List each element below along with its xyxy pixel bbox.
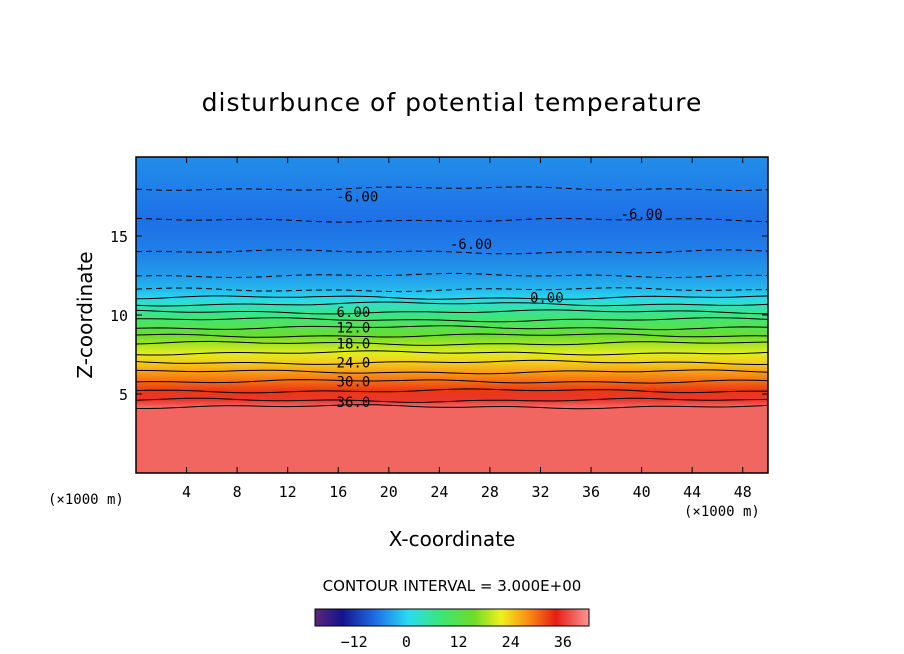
colorbar-tick-label: 24 [502, 633, 520, 651]
colorbar-tick-label: 36 [554, 633, 572, 651]
x-axis-label: X-coordinate [389, 527, 516, 551]
y-tick-label: 5 [119, 386, 128, 404]
x-unit-left: (×1000 m) [48, 492, 124, 508]
contour-lines [136, 186, 768, 410]
x-tick-label: 24 [430, 483, 448, 501]
contour-line [136, 340, 768, 346]
contour-line [136, 379, 768, 384]
contour-line [136, 309, 768, 315]
contour-line [136, 333, 768, 338]
contour-interval-text: CONTOUR INTERVAL = 3.000E+00 [323, 577, 582, 595]
contour-label: -6.00 [336, 190, 378, 206]
contour-line [136, 272, 768, 279]
contour-label: 6.00 [337, 305, 371, 321]
x-tick-label: 44 [683, 483, 701, 501]
y-axis-label: Z-coordinate [73, 251, 97, 378]
colorbar-fill [314, 608, 590, 627]
x-tick-label: 40 [633, 483, 651, 501]
contour-line [136, 359, 768, 366]
contour-line [136, 295, 768, 300]
contour-line [136, 301, 768, 307]
contour-line [136, 217, 768, 223]
contour-line [136, 369, 768, 375]
contour-line [136, 287, 768, 293]
contour-line [136, 404, 768, 410]
contour-line [136, 186, 768, 192]
x-tick-label: 16 [329, 483, 347, 501]
contour-label: 18.0 [337, 336, 371, 352]
x-unit-right: (×1000 m) [684, 504, 760, 520]
x-tick-label: 8 [233, 483, 242, 501]
x-tick-label: 12 [279, 483, 297, 501]
contour-line [136, 388, 768, 394]
colorbar-ticks: −12 0 12 24 36 [341, 633, 572, 651]
contour-line [136, 317, 768, 323]
contour-line [136, 249, 768, 255]
colorbar-tick-label: 0 [402, 633, 411, 651]
x-tick-label: 48 [734, 483, 752, 501]
contour-label: -6.00 [450, 237, 492, 253]
y-axis: 5 10 15 [110, 228, 768, 404]
field-fill [136, 157, 768, 473]
contour-label: 24.0 [337, 355, 371, 371]
x-axis: 4 8 12 16 20 24 28 32 36 40 44 48 [182, 157, 752, 501]
x-tick-label: 4 [182, 483, 191, 501]
x-tick-label: 36 [582, 483, 600, 501]
colorbar-tick-label: 12 [449, 633, 467, 651]
y-tick-label: 15 [110, 228, 128, 246]
contour-label: 36.0 [337, 395, 371, 411]
contour-label: 0.00 [530, 291, 564, 307]
contour-label: 12.0 [337, 321, 371, 337]
contour-label: -6.00 [621, 207, 663, 223]
chart-title: disturbunce of potential temperature [202, 88, 703, 117]
contour-line [136, 350, 768, 356]
y-tick-label: 10 [110, 307, 128, 325]
contour-line [136, 397, 768, 403]
colorbar-tick-label: −12 [341, 633, 368, 651]
x-tick-label: 20 [380, 483, 398, 501]
contour-label: 30.0 [337, 374, 371, 390]
contour-line [136, 325, 768, 331]
x-tick-label: 28 [481, 483, 499, 501]
colorbar: −12 0 12 24 36 [314, 608, 590, 651]
x-tick-label: 32 [531, 483, 549, 501]
